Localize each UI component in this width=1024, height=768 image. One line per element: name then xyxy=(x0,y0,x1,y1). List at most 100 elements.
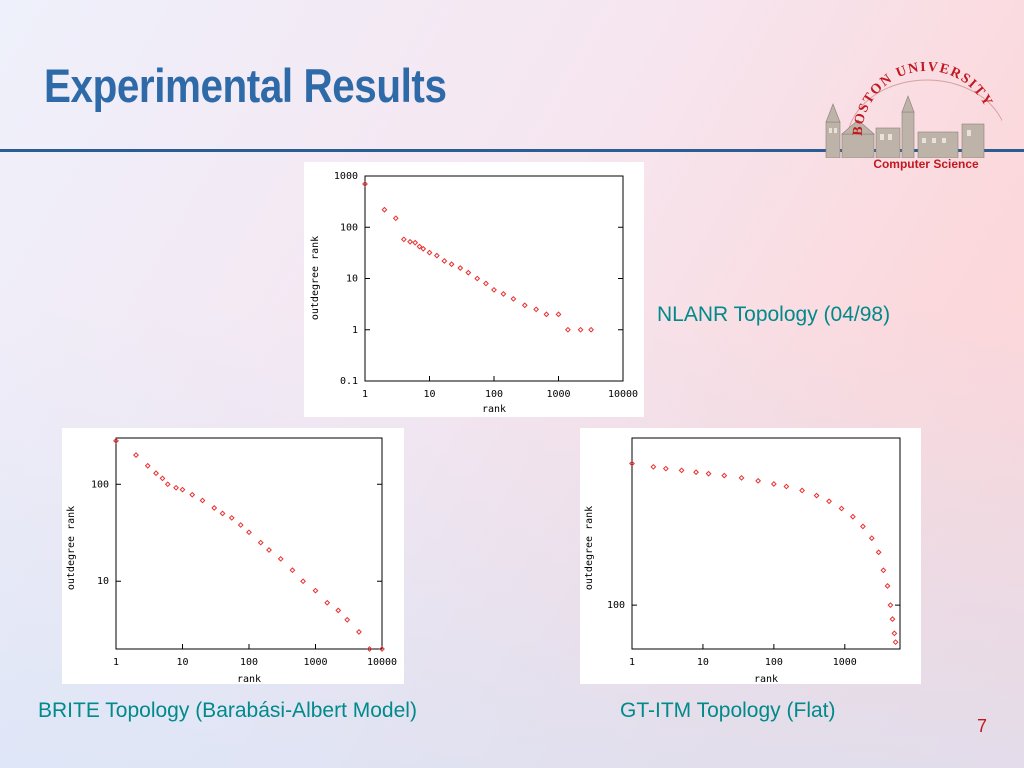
chart-brite: 1 10 100 1000 10000 10 100 rank outdegree ran… xyxy=(66,437,397,684)
data-point xyxy=(246,529,252,536)
x-tick-label: 1 xyxy=(629,657,635,668)
plot-area xyxy=(115,437,383,650)
data-point xyxy=(533,306,540,313)
data-point xyxy=(416,243,423,250)
data-point xyxy=(465,269,472,276)
data-point xyxy=(813,492,820,499)
y-axis-label: outdegree rank xyxy=(66,506,77,590)
data-point xyxy=(173,484,179,491)
data-point xyxy=(500,291,507,297)
caption-nlanr: NLANR Topology (04/98) xyxy=(657,303,891,326)
data-point xyxy=(457,265,464,271)
data-point xyxy=(849,513,856,520)
data-point xyxy=(366,646,373,652)
data-point xyxy=(179,486,186,493)
x-tick-label: 10 xyxy=(423,389,435,400)
x-tick-labels: 1 10 100 1000 10000 xyxy=(362,376,638,400)
data-point xyxy=(189,491,196,498)
data-point xyxy=(164,481,171,488)
data-point xyxy=(868,535,875,542)
x-tick-label: 10000 xyxy=(367,657,397,668)
x-tick-label: 100 xyxy=(485,389,503,400)
title-divider xyxy=(0,149,1024,152)
data-point xyxy=(555,311,562,318)
data-point xyxy=(289,567,296,574)
y-tick-label: 100 xyxy=(340,222,358,233)
data-point xyxy=(144,462,151,469)
plot-area xyxy=(631,437,901,650)
data-point xyxy=(420,245,427,252)
data-point xyxy=(356,629,362,635)
data-point xyxy=(379,646,385,652)
x-tick-label: 1 xyxy=(113,657,119,668)
data-point xyxy=(219,510,226,517)
data-point xyxy=(891,630,898,637)
x-tick-labels: 1 10 100 1000 xyxy=(629,644,857,668)
data-point xyxy=(755,477,762,484)
data-point xyxy=(426,249,433,256)
data-point xyxy=(588,326,594,333)
data-point xyxy=(860,523,866,530)
y-tick-labels: 10 100 xyxy=(91,479,382,587)
data-point xyxy=(324,599,331,606)
data-points xyxy=(362,181,594,333)
data-point xyxy=(678,467,685,474)
data-point xyxy=(266,547,272,553)
data-point xyxy=(257,539,264,546)
y-tick-label: 1000 xyxy=(334,171,358,182)
data-point xyxy=(565,326,571,333)
data-point xyxy=(629,460,635,467)
data-point xyxy=(770,481,777,487)
data-point xyxy=(400,236,407,243)
x-tick-label: 10 xyxy=(697,657,709,668)
data-point xyxy=(392,215,399,222)
y-axis-label: outdegree rank xyxy=(584,506,595,590)
y-tick-label: 10 xyxy=(97,576,109,587)
boston-university-logo: BOSTON UNIVERSITY xyxy=(825,62,1002,158)
data-point xyxy=(875,549,882,556)
data-point xyxy=(335,607,342,614)
chart-panel-gtitm: 1 10 100 1000 100 rank outdegree rank xyxy=(580,428,921,684)
y-tick-label: 100 xyxy=(91,479,109,490)
data-point xyxy=(721,472,728,479)
department-label: Computer Science xyxy=(873,157,979,171)
data-point xyxy=(884,583,891,589)
data-point xyxy=(483,280,489,287)
caption-brite: BRITE Topology (Barabási-Albert Model) xyxy=(38,699,417,722)
x-tick-label: 1000 xyxy=(833,657,857,668)
caption-gtitm: GT-ITM Topology (Flat) xyxy=(620,699,836,722)
page-number: 7 xyxy=(977,716,988,736)
y-tick-label: 1 xyxy=(352,325,358,336)
y-tick-labels: 0.1 1 10 100 1000 xyxy=(334,171,623,387)
data-point xyxy=(510,295,517,302)
data-point xyxy=(199,497,206,504)
y-axis-label: outdegree rank xyxy=(310,236,321,320)
page-title: Experimental Results xyxy=(44,59,447,112)
data-points xyxy=(113,437,385,652)
data-point xyxy=(300,578,306,585)
data-point xyxy=(113,437,119,444)
data-point xyxy=(826,498,832,505)
data-point xyxy=(662,465,669,472)
data-point xyxy=(412,239,419,246)
x-axis-label: rank xyxy=(237,674,261,684)
x-tick-labels: 1 10 100 1000 10000 xyxy=(113,644,397,668)
data-point xyxy=(441,258,448,264)
data-points xyxy=(629,460,899,646)
y-tick-label: 0.1 xyxy=(340,376,358,387)
data-point xyxy=(491,286,497,293)
data-point xyxy=(650,463,657,470)
x-axis-label: rank xyxy=(482,404,506,415)
x-tick-label: 100 xyxy=(240,657,258,668)
data-point xyxy=(362,181,368,187)
data-point xyxy=(211,505,218,511)
data-point xyxy=(344,616,351,623)
x-tick-label: 100 xyxy=(765,657,783,668)
data-point xyxy=(448,261,455,268)
data-point xyxy=(543,311,550,318)
data-point xyxy=(407,238,413,245)
x-tick-label: 1000 xyxy=(303,657,327,668)
data-point xyxy=(705,470,712,477)
plot-area xyxy=(364,175,624,382)
data-point xyxy=(783,483,790,490)
